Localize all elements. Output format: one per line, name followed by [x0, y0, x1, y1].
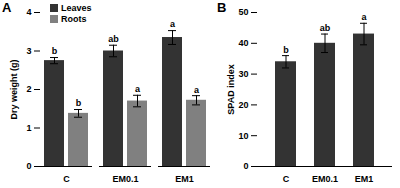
- svg-text:ab: ab: [108, 34, 119, 44]
- svg-text:0: 0: [26, 161, 31, 171]
- html-text:Leaves: Leaves: [61, 3, 92, 13]
- svg-text:EM1: EM1: [355, 174, 374, 184]
- html-text:A: A: [2, 0, 12, 15]
- svg-text:SPAD index: SPAD index: [226, 64, 236, 114]
- svg-text:a: a: [135, 84, 141, 94]
- html-text:B: B: [217, 0, 227, 15]
- svg-text:C: C: [63, 174, 70, 184]
- svg-text:3: 3: [26, 46, 31, 56]
- svg-text:EM0.1: EM0.1: [112, 174, 138, 184]
- svg-text:a: a: [194, 85, 200, 95]
- svg-text:b: b: [76, 98, 82, 108]
- svg-text:C: C: [283, 174, 290, 184]
- svg-text:1: 1: [26, 123, 31, 133]
- html-text:Roots: Roots: [61, 14, 87, 24]
- svg-text:a: a: [170, 19, 176, 29]
- svg-text:ab: ab: [320, 23, 331, 33]
- svg-text:40: 40: [238, 38, 248, 48]
- svg-text:2: 2: [26, 84, 31, 94]
- svg-text:EM0.1: EM0.1: [312, 174, 338, 184]
- svg-text:50: 50: [238, 7, 248, 17]
- svg-text:b: b: [283, 45, 289, 55]
- svg-text:a: a: [361, 12, 367, 22]
- svg-text:EM1: EM1: [175, 174, 194, 184]
- svg-text:b: b: [52, 46, 58, 56]
- svg-text:0: 0: [243, 161, 248, 171]
- svg-text:20: 20: [238, 100, 248, 110]
- svg-text:30: 30: [238, 69, 248, 79]
- svg-text:Dry weight (g): Dry weight (g): [9, 59, 19, 119]
- svg-text:4: 4: [26, 7, 31, 17]
- svg-text:10: 10: [238, 131, 248, 141]
